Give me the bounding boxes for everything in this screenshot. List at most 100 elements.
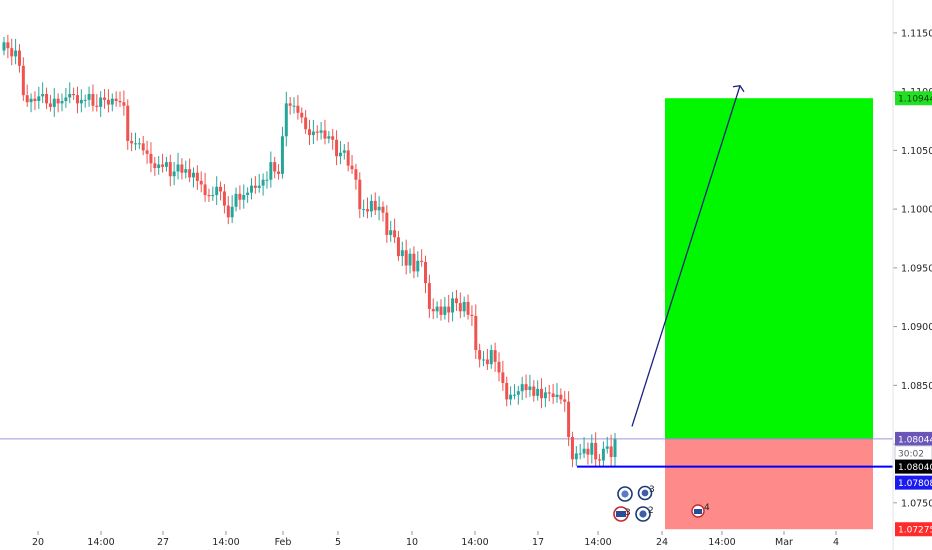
candle-down — [331, 136, 335, 140]
candle-up — [400, 250, 404, 257]
event-marker-flag[interactable]: 3 — [637, 485, 655, 501]
candle-up — [261, 179, 265, 186]
entry-price-label: 1.08044 — [895, 431, 932, 446]
candle-up — [292, 105, 296, 107]
candle-up — [257, 185, 261, 188]
svg-text:1.07808: 1.07808 — [898, 479, 932, 489]
profit-target-zone[interactable] — [665, 98, 873, 439]
candle-up — [327, 136, 331, 139]
candle-down — [75, 95, 79, 104]
candle-down — [335, 139, 339, 157]
candle-up — [520, 384, 524, 392]
candle-up — [60, 101, 64, 104]
candle-down — [21, 65, 25, 96]
candle-down — [505, 382, 509, 400]
candle-up — [416, 260, 420, 272]
projection-arrow[interactable] — [631, 85, 745, 427]
candle-down — [420, 260, 424, 262]
time-tick-label: 4 — [833, 537, 839, 548]
candle-up — [133, 143, 137, 145]
support-price-label: 1.07808 — [895, 475, 932, 490]
candle-down — [551, 393, 555, 398]
candle-down — [118, 101, 122, 103]
candle-down — [366, 209, 370, 212]
event-marker-flag[interactable]: 2 — [635, 506, 654, 522]
projection-arrow-line — [631, 85, 741, 427]
event-count-label: 3 — [625, 508, 631, 518]
candle-up — [191, 172, 195, 178]
candle-up — [52, 98, 56, 107]
candle-up — [137, 143, 141, 145]
candle-up — [176, 164, 180, 172]
time-tick-label: 17 — [532, 537, 544, 548]
candle-up — [601, 448, 605, 461]
candle-up — [389, 230, 393, 235]
candle-down — [458, 303, 462, 312]
candle-down — [288, 103, 292, 106]
event-count-label: 2 — [648, 506, 654, 516]
candle-down — [393, 230, 397, 238]
candle-down — [547, 392, 551, 394]
candle-up — [528, 386, 532, 391]
event-marker-us[interactable]: 4 — [691, 503, 710, 518]
candle-down — [439, 306, 443, 315]
candle-down — [180, 164, 184, 173]
candle-down — [195, 172, 199, 181]
candle-up — [435, 306, 439, 312]
candle-down — [253, 185, 257, 188]
candle-up — [582, 448, 586, 454]
candle-up — [377, 206, 381, 211]
candle-up — [408, 253, 412, 266]
candle-down — [501, 372, 505, 383]
event-marker-us[interactable]: 3 — [613, 506, 631, 522]
candle-down — [226, 205, 230, 218]
candle-up — [613, 439, 617, 457]
candle-up — [41, 93, 45, 97]
candle-up — [234, 193, 238, 207]
candle-up — [311, 131, 315, 136]
svg-text:30:02: 30:02 — [898, 449, 924, 459]
candle-up — [362, 209, 366, 211]
candle-down — [149, 153, 153, 164]
candle-up — [79, 99, 83, 104]
candle-up — [64, 97, 68, 102]
candle-down — [300, 112, 304, 118]
svg-text:1.08040: 1.08040 — [898, 463, 932, 473]
candle-up — [536, 388, 540, 396]
time-axis[interactable]: 20 14:00 27 14:00 Feb 5 10 14:00 17 14:00 24 14:00 M… — [32, 531, 839, 548]
candle-down — [431, 308, 435, 312]
candle-up — [83, 99, 87, 101]
stop-price-label: 1.07275 — [895, 522, 932, 537]
event-marker-flag[interactable] — [617, 486, 633, 502]
price-tick-label: 1.07500 — [901, 498, 932, 509]
candle-up — [605, 446, 609, 449]
candle-up — [338, 152, 342, 157]
candle-down — [188, 169, 192, 178]
candle-down — [586, 448, 590, 455]
candle-down — [567, 401, 571, 438]
time-tick-label: 20 — [32, 537, 44, 548]
candle-down — [17, 50, 21, 66]
candle-down — [238, 193, 242, 200]
event-count-label: 4 — [704, 503, 710, 513]
candle-down — [141, 143, 145, 151]
candle-up — [590, 442, 594, 455]
candle-up — [462, 301, 466, 312]
price-tick-label: 1.11500 — [901, 28, 932, 39]
candle-up — [157, 164, 161, 168]
candle-down — [308, 129, 311, 136]
svg-text:1.08044: 1.08044 — [898, 435, 932, 445]
candle-up — [249, 185, 253, 193]
candle-down — [598, 459, 602, 461]
time-tick-label: 14:00 — [708, 537, 735, 548]
price-tick-label: 1.09000 — [901, 322, 932, 333]
candle-down — [6, 42, 10, 49]
candle-up — [516, 391, 520, 395]
candle-up — [242, 195, 246, 200]
candle-down — [277, 171, 281, 174]
candle-down — [315, 131, 319, 133]
candle-up — [211, 195, 215, 197]
candle-up — [509, 394, 513, 400]
candle-down — [447, 306, 451, 313]
